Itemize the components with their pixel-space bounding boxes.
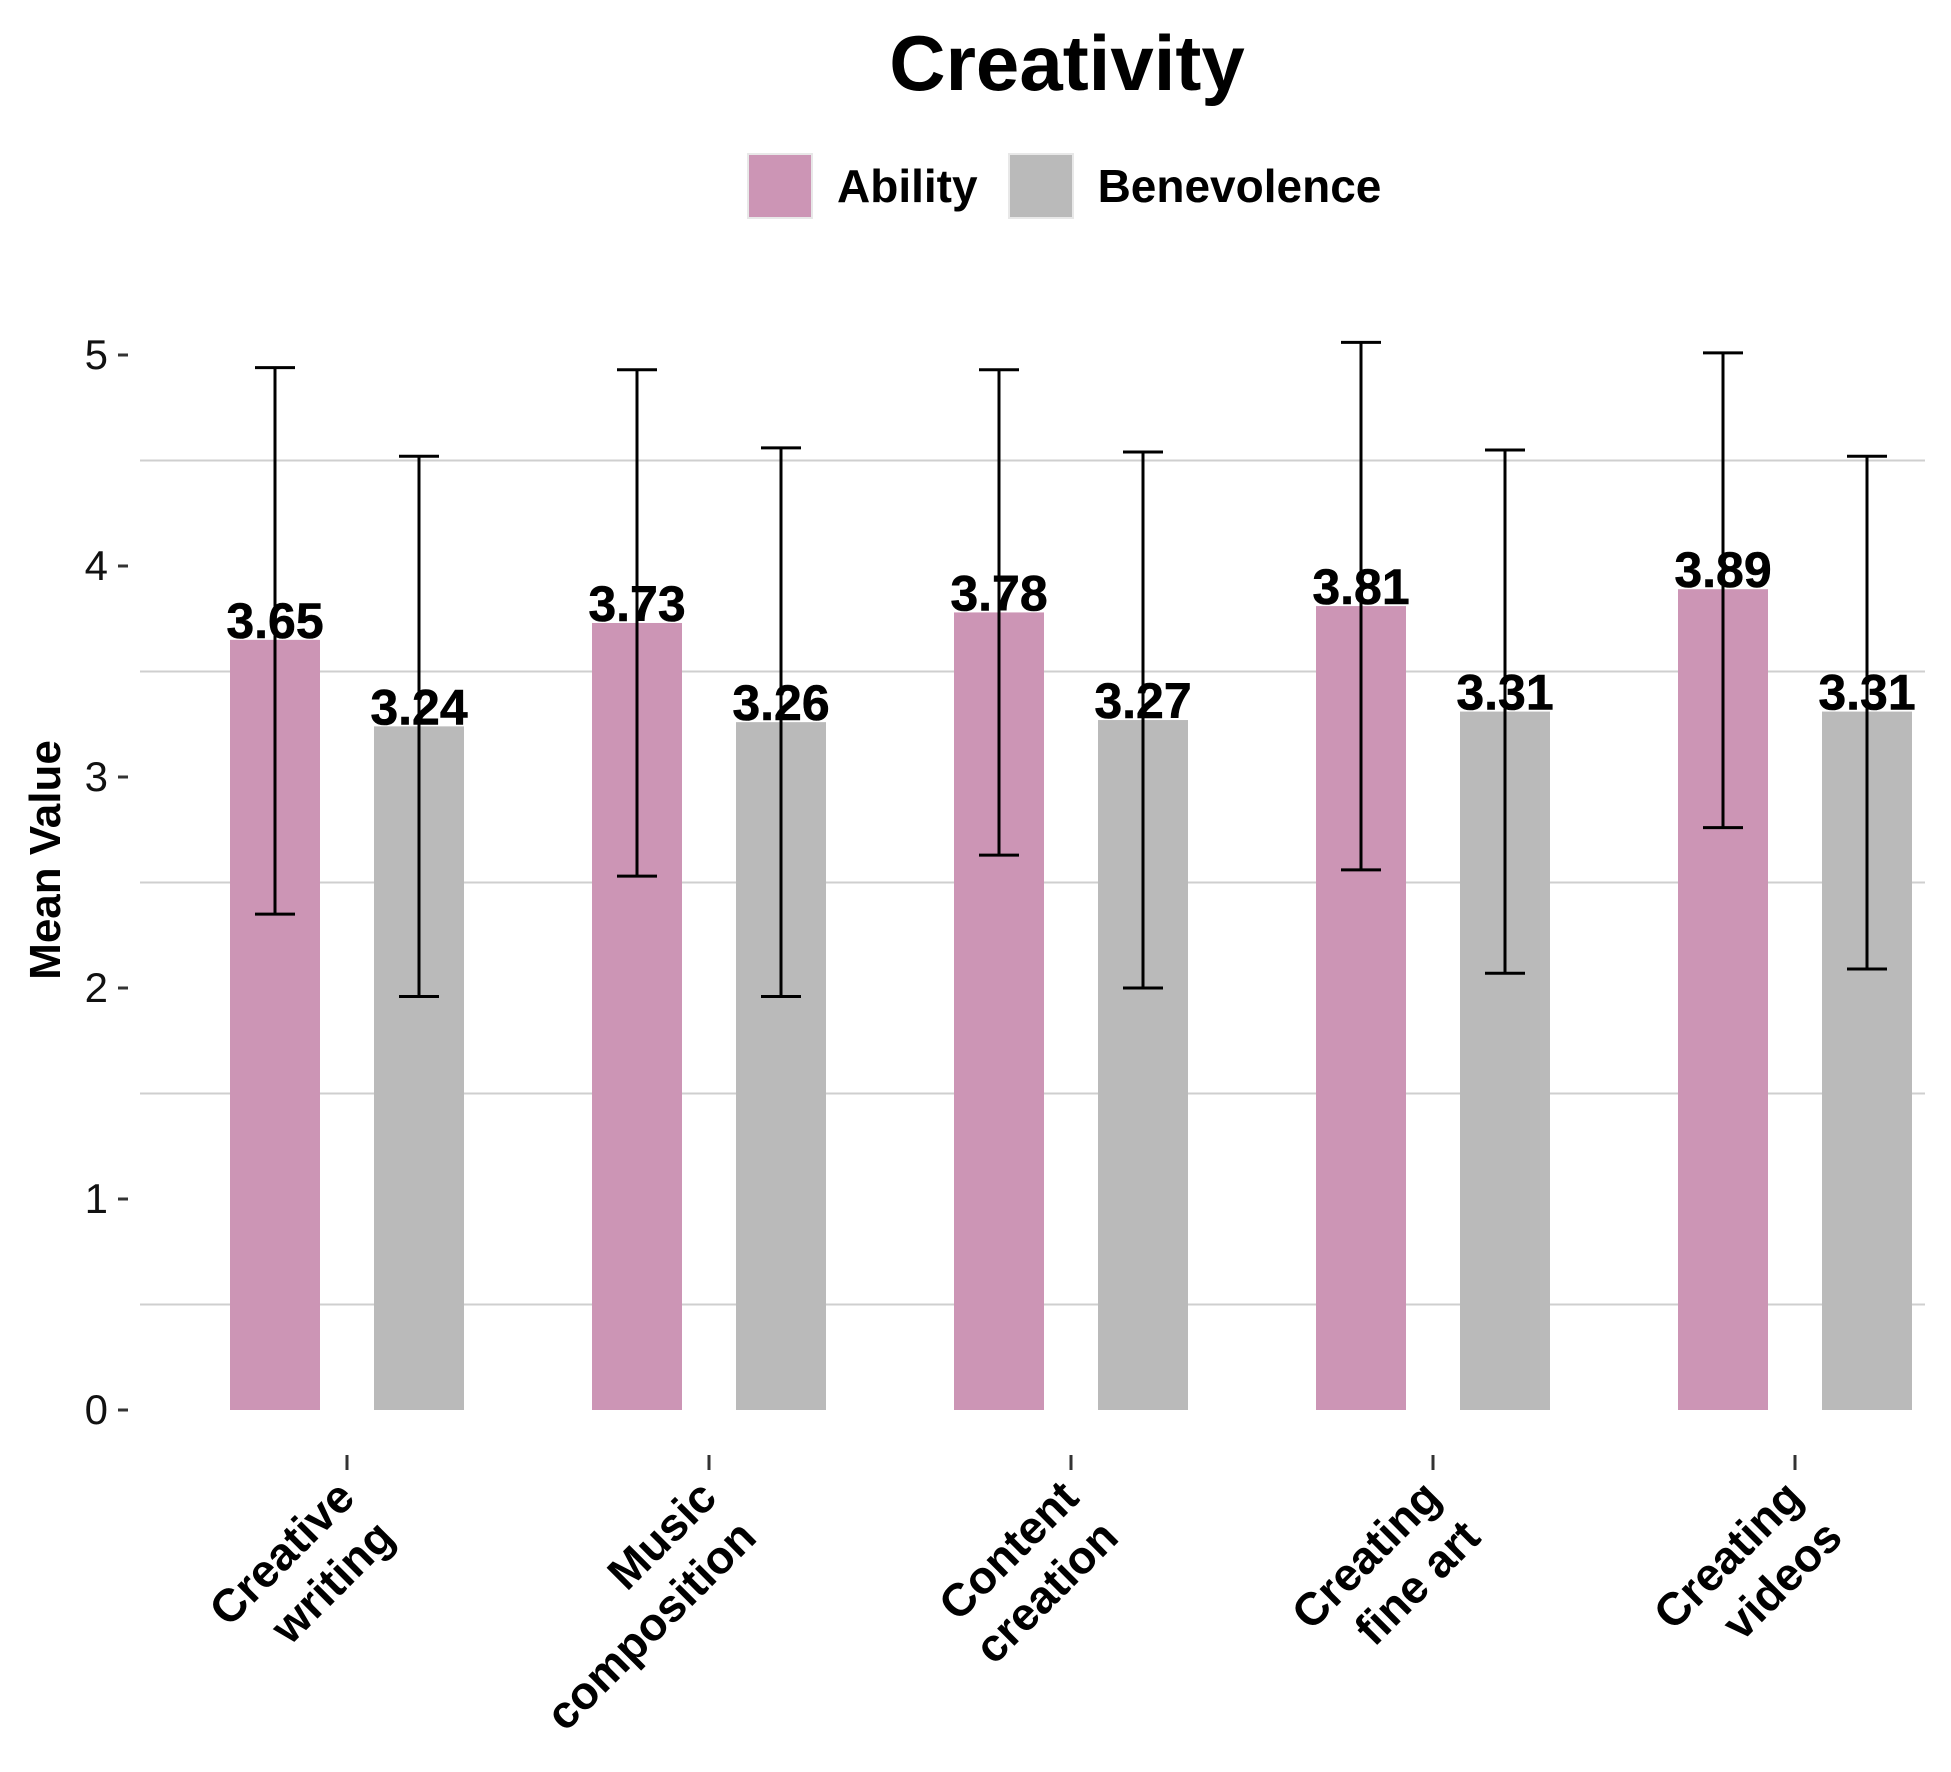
y-axis-title: Mean Value: [21, 740, 70, 980]
data-label-benevolence: 3.31: [1818, 665, 1915, 721]
x-tick-label: Contentcreation: [925, 1470, 1128, 1673]
legend-label-ability: Ability: [837, 160, 978, 212]
x-tick-label: Creatingvideos: [1643, 1470, 1851, 1678]
y-tick-label: 5: [85, 331, 108, 378]
legend-swatch-ability: [747, 153, 813, 219]
y-tick-label: 2: [85, 964, 108, 1011]
legend-item-benevolence: Benevolence: [1007, 153, 1382, 219]
data-label-ability: 3.73: [588, 576, 685, 632]
x-tick-label: Musiccomposition: [496, 1470, 766, 1740]
legend-label-benevolence: Benevolence: [1097, 160, 1382, 212]
data-label-benevolence: 3.24: [370, 679, 468, 735]
y-tick-label: 4: [85, 542, 108, 589]
y-tick-label: 1: [85, 1175, 108, 1222]
data-label-benevolence: 3.31: [1456, 665, 1553, 721]
data-label-ability: 3.78: [950, 565, 1047, 621]
x-tick-label: Creatingfine art: [1281, 1470, 1489, 1678]
data-label-ability: 3.65: [226, 593, 323, 649]
legend: Ability Benevolence: [747, 150, 1411, 222]
legend-swatch-benevolence: [1007, 153, 1074, 219]
data-label-ability: 3.89: [1674, 542, 1771, 598]
data-label-benevolence: 3.26: [732, 675, 829, 731]
y-tick-label: 0: [85, 1386, 108, 1433]
chart-title: Creativity: [889, 19, 1245, 107]
data-label-ability: 3.81: [1312, 559, 1409, 615]
y-tick-label: 3: [85, 753, 108, 800]
legend-item-ability: Ability: [747, 153, 978, 219]
x-tick-label: Creativewriting: [199, 1470, 404, 1675]
data-label-benevolence: 3.27: [1094, 673, 1191, 729]
